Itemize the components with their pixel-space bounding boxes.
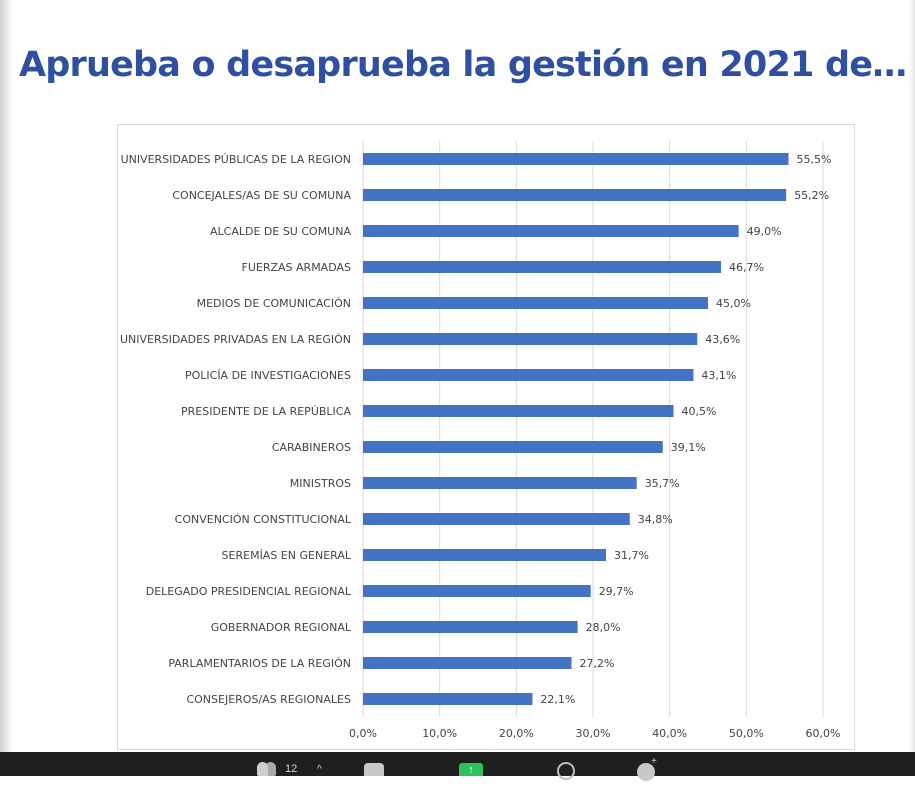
data-label: 28,0% bbox=[586, 621, 621, 634]
category-label: ALCALDE DE SU COMUNA bbox=[210, 225, 351, 238]
participants-button[interactable]: 12 bbox=[257, 752, 307, 776]
bar bbox=[363, 441, 663, 453]
x-tick-label: 30,0% bbox=[576, 727, 611, 740]
category-label: POLICÍA DE INVESTIGACIONES bbox=[185, 369, 351, 382]
bar-chart: 0,0% 10,0% 20,0% 30,0% 40,0% 50,0% 60,0% UNIVER… bbox=[120, 141, 841, 740]
record-button[interactable] bbox=[557, 752, 579, 780]
category-label: MEDIOS DE COMUNICACIÓN bbox=[197, 297, 351, 310]
bar bbox=[363, 477, 637, 489]
participants-menu-caret-icon[interactable]: ^ bbox=[317, 764, 322, 775]
data-label: 31,7% bbox=[614, 549, 649, 562]
bar bbox=[363, 405, 674, 417]
bar bbox=[363, 693, 533, 705]
chat-icon bbox=[364, 763, 384, 776]
share-screen-icon: ↑ bbox=[459, 763, 483, 776]
x-tick-label: 40,0% bbox=[652, 727, 687, 740]
reactions-button[interactable]: + bbox=[637, 752, 659, 781]
chat-button[interactable] bbox=[364, 752, 384, 776]
data-label: 27,2% bbox=[580, 657, 615, 670]
bar bbox=[363, 621, 578, 633]
record-icon bbox=[557, 762, 575, 780]
bar bbox=[363, 261, 722, 273]
reactions-plus-icon: + bbox=[651, 756, 657, 767]
participants-icon bbox=[265, 762, 276, 776]
data-label: 29,7% bbox=[599, 585, 634, 598]
category-label: GOBERNADOR REGIONAL bbox=[211, 621, 352, 634]
data-label: 45,0% bbox=[716, 297, 751, 310]
x-tick-label: 60,0% bbox=[806, 727, 841, 740]
participants-count: 12 bbox=[285, 763, 298, 775]
slide-title: Aprueba o desaprueba la gestión en 2021 … bbox=[19, 45, 907, 85]
data-label: 43,1% bbox=[701, 369, 736, 382]
participant-figure bbox=[257, 762, 268, 776]
category-label: DELEGADO PRESIDENCIAL REGIONAL bbox=[146, 585, 352, 598]
category-label: CONSEJEROS/AS REGIONALES bbox=[186, 693, 351, 706]
bar bbox=[363, 513, 630, 525]
category-label: MINISTROS bbox=[290, 477, 351, 490]
data-label: 46,7% bbox=[729, 261, 764, 274]
right-edge-shadow bbox=[909, 0, 915, 752]
x-tick-label: 20,0% bbox=[499, 727, 534, 740]
x-tick-label: 10,0% bbox=[422, 727, 457, 740]
category-label: CARABINEROS bbox=[272, 441, 351, 454]
category-label: PRESIDENTE DE LA REPÚBLICA bbox=[181, 405, 351, 418]
data-label: 34,8% bbox=[638, 513, 673, 526]
category-label: SEREMÍAS EN GENERAL bbox=[222, 549, 352, 562]
category-label: CONCEJALES/AS DE SU COMUNA bbox=[172, 189, 351, 202]
bar bbox=[363, 153, 789, 165]
data-label: 22,1% bbox=[540, 693, 575, 706]
bar bbox=[363, 189, 787, 201]
data-label: 43,6% bbox=[705, 333, 740, 346]
data-label: 49,0% bbox=[747, 225, 782, 238]
bar bbox=[363, 333, 698, 345]
category-label: CONVENCIÓN CONSTITUCIONAL bbox=[175, 513, 352, 526]
chart-area: 0,0% 10,0% 20,0% 30,0% 40,0% 50,0% 60,0% UNIVER… bbox=[117, 124, 855, 750]
data-label: 40,5% bbox=[682, 405, 717, 418]
meeting-toolbar: 12 ^ ↑ + bbox=[0, 752, 915, 781]
bar bbox=[363, 369, 694, 381]
bar bbox=[363, 585, 591, 597]
x-tick-label: 0,0% bbox=[349, 727, 377, 740]
data-label: 35,7% bbox=[645, 477, 680, 490]
bar bbox=[363, 297, 708, 309]
category-label: FUERZAS ARMADAS bbox=[242, 261, 351, 274]
left-edge-shadow bbox=[0, 0, 14, 752]
share-screen-button[interactable]: ↑ bbox=[459, 752, 483, 776]
data-label: 39,1% bbox=[671, 441, 706, 454]
category-label: PARLAMENTARIOS DE LA REGIÓN bbox=[168, 657, 351, 670]
data-label: 55,5% bbox=[797, 153, 832, 166]
data-label: 55,2% bbox=[794, 189, 829, 202]
category-label: UNIVERSIDADES PÚBLICAS DE LA REGION bbox=[121, 153, 351, 166]
x-tick-label: 50,0% bbox=[729, 727, 764, 740]
bar bbox=[363, 657, 572, 669]
bar bbox=[363, 225, 739, 237]
category-label: UNIVERSIDADES PRIVADAS EN LA REGIÓN bbox=[120, 333, 351, 346]
bar bbox=[363, 549, 607, 561]
